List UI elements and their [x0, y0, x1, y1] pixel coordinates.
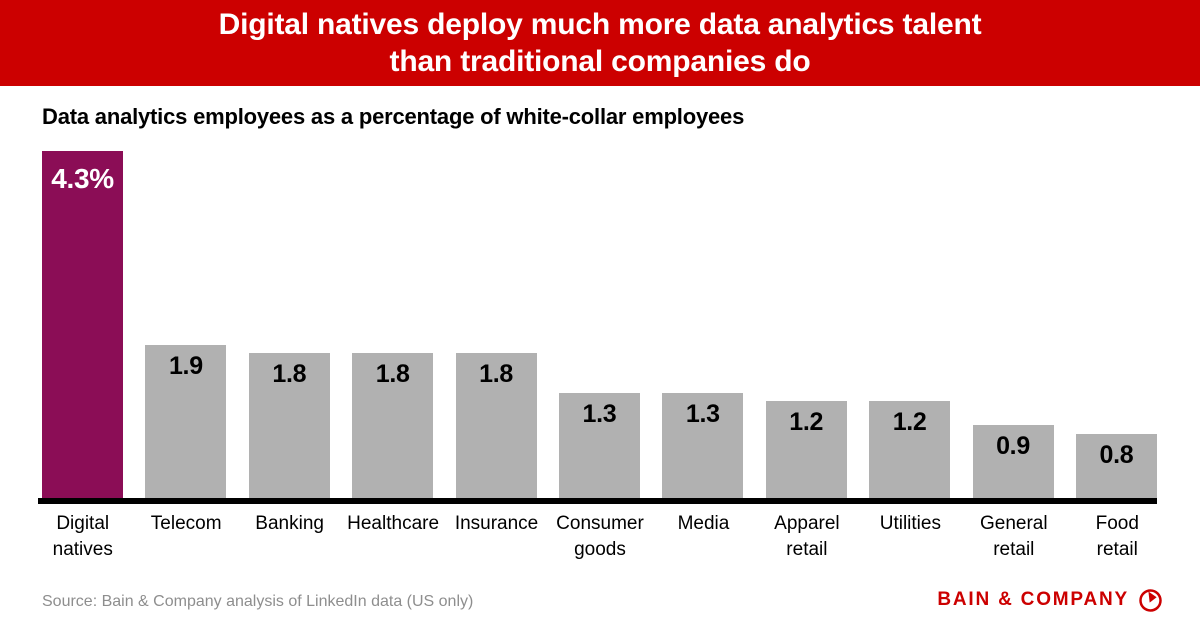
category-label-banking: Banking: [255, 513, 324, 534]
bain-compass-icon: [1139, 588, 1162, 612]
bar-value-label: 1.9: [168, 352, 203, 380]
bar-general-retail: 0.9: [972, 425, 1054, 498]
bar-value-label: 1.3: [685, 400, 720, 428]
bain-company-logo: BAIN & COMPANY: [937, 587, 1163, 613]
category-label-food-retail: Food retail: [1095, 513, 1139, 560]
category-label-healthcare: Healthcare: [347, 513, 440, 534]
chart-headline: Digital natives deploy much more data an…: [218, 8, 982, 78]
bar-food-retail: 0.8: [1075, 434, 1157, 498]
bar-consumer-goods: 1.3: [558, 393, 640, 498]
header-banner: Digital natives deploy much more data an…: [0, 0, 1200, 86]
bar-telecom: 1.9: [145, 345, 227, 498]
category-label-consumer-goods: Consumer goods: [556, 513, 644, 560]
category-label-general-retail: General retail: [980, 513, 1048, 560]
bar-banking: 1.8: [248, 353, 330, 498]
bain-company-logo-text: BAIN & COMPANY: [937, 589, 1129, 610]
bar-value-label: 1.3: [582, 400, 617, 428]
bar-utilities: 1.2: [869, 401, 951, 498]
category-label-apparel-retail: Apparel retail: [774, 513, 840, 560]
bar-chart: 4.3% 1.9 1.8 1.8 1.8 1.3 1.3 1.2 1.2 0.9 0.8: [42, 151, 1157, 498]
category-label-digital-natives: Digital natives: [52, 513, 113, 560]
category-label-utilities: Utilities: [879, 513, 941, 534]
bar-value-label: 1.8: [375, 360, 410, 388]
bar-value-label: 0.8: [1099, 441, 1134, 469]
bar-value-label: 4.3%: [51, 163, 114, 194]
bar-value-label: 1.8: [272, 360, 307, 388]
x-axis-line: [38, 498, 1157, 504]
category-label-telecom: Telecom: [150, 513, 222, 534]
bar-value-label: 1.2: [789, 408, 824, 436]
category-label-insurance: Insurance: [454, 513, 539, 534]
bar-value-label: 1.2: [892, 408, 927, 436]
bar-media: 1.3: [662, 393, 744, 498]
bar-apparel-retail: 1.2: [765, 401, 847, 498]
source-note: Source: Bain & Company analysis of Linke…: [42, 593, 474, 610]
bar-insurance: 1.8: [455, 353, 537, 498]
bar-digital-natives: 4.3%: [42, 151, 123, 498]
bar-value-label: 0.9: [996, 432, 1030, 460]
bar-value-label: 1.8: [479, 360, 513, 388]
category-labels-row: Digital natives Telecom Banking Healthcare I…: [31, 511, 1169, 563]
bar-healthcare: 1.8: [352, 353, 434, 498]
category-label-media: Media: [677, 513, 730, 534]
chart-subtitle: Data analytics employees as a percentage…: [42, 104, 745, 129]
